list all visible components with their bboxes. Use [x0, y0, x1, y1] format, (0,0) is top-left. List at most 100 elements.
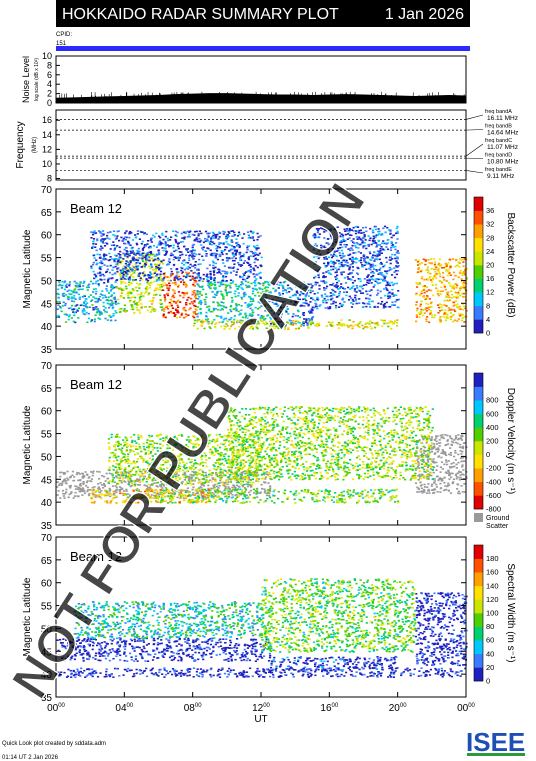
- velocity-scatter-cell: [251, 483, 254, 486]
- power-scatter-cell: [230, 325, 233, 328]
- power-scatter-cell: [436, 289, 439, 292]
- power-scatter-cell: [218, 269, 221, 271]
- velocity-scatter-cell: [259, 450, 262, 453]
- power-scatter-cell: [158, 267, 161, 270]
- power-scatter-cell: [116, 264, 119, 266]
- power-scatter-cell: [223, 270, 226, 273]
- power-colorbar-tick: 32: [486, 220, 494, 229]
- power-scatter-cell: [94, 288, 97, 290]
- power-scatter-cell: [251, 326, 255, 329]
- power-scatter-cell: [382, 265, 385, 268]
- power-scatter-cell: [171, 307, 174, 309]
- velocity-scatter-cell: [224, 453, 227, 455]
- power-scatter-cell: [244, 302, 247, 304]
- power-scatter-cell: [96, 300, 99, 302]
- power-scatter-cell: [61, 293, 65, 295]
- power-scatter-cell: [195, 230, 198, 233]
- power-scatter-cell: [196, 321, 199, 323]
- power-scatter-cell: [68, 284, 71, 287]
- power-scatter-cell: [367, 322, 370, 324]
- velocity-scatter-cell: [116, 483, 119, 485]
- power-scatter-cell: [213, 319, 216, 321]
- power-scatter-cell: [170, 300, 174, 302]
- power-scatter-cell: [338, 294, 341, 297]
- power-scatter-cell: [325, 258, 329, 260]
- power-scatter-cell: [204, 237, 207, 240]
- power-scatter-cell: [463, 321, 466, 323]
- power-scatter-cell: [427, 271, 430, 274]
- power-scatter-cell: [242, 273, 245, 275]
- velocity-scatter-cell: [72, 479, 75, 482]
- power-scatter-cell: [237, 262, 240, 264]
- power-scatter-cell: [235, 307, 238, 309]
- power-scatter-cell: [255, 248, 259, 250]
- power-scatter-cell: [458, 271, 461, 274]
- power-scatter-cell: [99, 231, 102, 234]
- power-scatter-cell: [246, 245, 249, 247]
- power-scatter-cell: [449, 258, 452, 261]
- power-scatter-cell: [457, 296, 460, 298]
- power-scatter-cell: [109, 248, 112, 250]
- power-scatter-cell: [395, 265, 398, 267]
- power-scatter-cell: [429, 272, 432, 275]
- power-scatter-cell: [267, 300, 270, 303]
- power-scatter-cell: [323, 297, 326, 300]
- power-scatter-cell: [157, 264, 161, 267]
- power-scatter-cell: [440, 263, 443, 266]
- power-scatter-cell: [331, 284, 334, 286]
- velocity-scatter-cell: [79, 485, 82, 487]
- power-scatter-cell: [218, 236, 221, 238]
- power-scatter-cell: [95, 249, 98, 252]
- power-scatter-cell: [187, 257, 191, 259]
- power-scatter-cell: [323, 245, 326, 248]
- power-scatter-cell: [181, 253, 184, 256]
- power-scatter-cell: [160, 277, 163, 280]
- power-scatter-cell: [184, 261, 187, 264]
- power-scatter-cell: [451, 293, 454, 296]
- power-scatter-cell: [366, 281, 369, 284]
- power-scatter-cell: [427, 303, 430, 305]
- power-scatter-cell: [255, 278, 258, 280]
- power-scatter-cell: [147, 283, 150, 285]
- power-scatter-cell: [285, 309, 288, 312]
- power-scatter-cell: [444, 266, 447, 268]
- power-scatter-cell: [379, 262, 382, 265]
- power-colorbar-segment: [474, 305, 483, 320]
- power-scatter-cell: [150, 263, 153, 266]
- power-scatter-cell: [365, 297, 368, 300]
- power-scatter-cell: [117, 230, 120, 232]
- power-scatter-cell: [116, 287, 119, 289]
- power-scatter-cell: [105, 285, 108, 287]
- frequency-band-leader: [465, 170, 484, 174]
- power-scatter-cell: [303, 301, 306, 304]
- power-scatter-cell: [179, 277, 182, 280]
- power-scatter-cell: [385, 242, 388, 245]
- power-scatter-cell: [120, 257, 123, 259]
- power-scatter-cell: [185, 248, 188, 250]
- power-scatter-cell: [132, 276, 135, 278]
- power-scatter-cell: [341, 236, 344, 238]
- power-scatter-cell: [423, 285, 426, 287]
- power-scatter-cell: [171, 273, 174, 275]
- power-scatter-cell: [395, 273, 398, 276]
- power-scatter-cell: [222, 250, 225, 252]
- power-scatter-cell: [274, 290, 277, 293]
- power-scatter-cell: [72, 311, 75, 313]
- power-scatter-cell: [179, 281, 183, 283]
- velocity-scatter-cell: [85, 484, 88, 487]
- power-scatter-cell: [61, 305, 64, 307]
- velocity-scatter-cell: [269, 487, 272, 489]
- power-scatter-cell: [426, 279, 429, 281]
- power-scatter-cell: [323, 256, 326, 258]
- power-scatter-cell: [449, 266, 452, 269]
- power-scatter-cell: [342, 238, 345, 241]
- power-scatter-cell: [364, 323, 367, 326]
- velocity-scatter-cell: [114, 466, 117, 469]
- velocity-scatter-cell: [100, 484, 104, 486]
- power-scatter-cell: [138, 299, 142, 301]
- power-scatter-cell: [92, 240, 95, 242]
- power-scatter-cell: [190, 250, 193, 252]
- power-scatter-cell: [308, 312, 312, 314]
- power-scatter-cell: [457, 276, 460, 279]
- velocity-scatter-cell: [217, 487, 220, 489]
